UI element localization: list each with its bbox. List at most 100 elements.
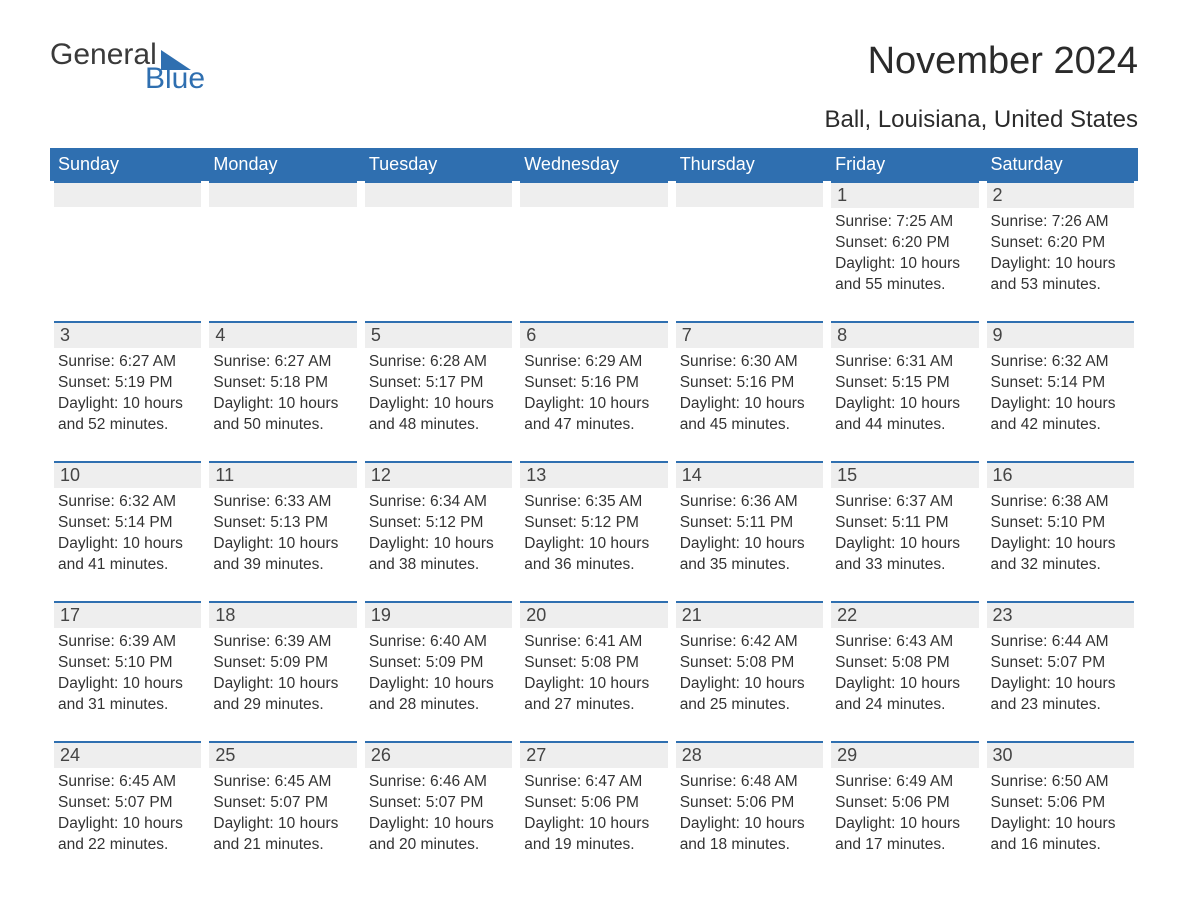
sunset-line: Sunset: 5:08 PM bbox=[524, 653, 663, 674]
day-info: Sunrise: 7:26 AMSunset: 6:20 PMDaylight:… bbox=[987, 212, 1134, 296]
calendar-day: 26Sunrise: 6:46 AMSunset: 5:07 PMDayligh… bbox=[361, 741, 516, 881]
daylight-line: Daylight: 10 hours and 21 minutes. bbox=[213, 814, 352, 856]
daylight-line: Daylight: 10 hours and 44 minutes. bbox=[835, 394, 974, 436]
sunset-line: Sunset: 5:07 PM bbox=[58, 793, 197, 814]
day-number: 28 bbox=[676, 741, 823, 768]
day-number: 5 bbox=[365, 321, 512, 348]
day-number: 1 bbox=[831, 181, 978, 208]
daylight-line: Daylight: 10 hours and 18 minutes. bbox=[680, 814, 819, 856]
sunrise-line: Sunrise: 6:27 AM bbox=[58, 352, 197, 373]
calendar-week: 1 Sunrise: 7:25 AMSunset: 6:20 PM Daylight… bbox=[50, 181, 1138, 321]
day-number: 3 bbox=[54, 321, 201, 348]
calendar-empty bbox=[50, 181, 205, 321]
empty-day-bar bbox=[520, 181, 667, 207]
sunset-line: Sunset: 5:06 PM bbox=[524, 793, 663, 814]
empty-day-bar bbox=[365, 181, 512, 207]
sunrise-line: Sunrise: 7:25 AM bbox=[835, 212, 974, 233]
calendar-empty bbox=[205, 181, 360, 321]
sunrise-line: Sunrise: 6:42 AM bbox=[680, 632, 819, 653]
sunset-line: Sunset: 5:18 PM bbox=[213, 373, 352, 394]
weekday-header: Wednesday bbox=[516, 148, 671, 181]
calendar-day: 9Sunrise: 6:32 AMSunset: 5:14 PMDaylight… bbox=[983, 321, 1138, 461]
calendar-table: SundayMondayTuesdayWednesdayThursdayFrid… bbox=[50, 148, 1138, 881]
day-info: Sunrise: 6:36 AMSunset: 5:11 PMDaylight:… bbox=[676, 492, 823, 576]
day-number: 22 bbox=[831, 601, 978, 628]
day-info: Sunrise: 6:27 AMSunset: 5:18 PMDaylight:… bbox=[209, 352, 356, 436]
day-number: 25 bbox=[209, 741, 356, 768]
daylight-line: Daylight: 10 hours and 41 minutes. bbox=[58, 534, 197, 576]
day-number: 13 bbox=[520, 461, 667, 488]
logo-word-1: General bbox=[50, 40, 157, 70]
sunrise-line: Sunrise: 6:29 AM bbox=[524, 352, 663, 373]
day-number: 18 bbox=[209, 601, 356, 628]
day-number: 10 bbox=[54, 461, 201, 488]
day-info: Sunrise: 6:28 AMSunset: 5:17 PMDaylight:… bbox=[365, 352, 512, 436]
calendar-day: 25Sunrise: 6:45 AMSunset: 5:07 PMDayligh… bbox=[205, 741, 360, 881]
weekday-header: Tuesday bbox=[361, 148, 516, 181]
day-number: 16 bbox=[987, 461, 1134, 488]
sunrise-line: Sunrise: 6:41 AM bbox=[524, 632, 663, 653]
calendar-empty bbox=[516, 181, 671, 321]
calendar-day: 7Sunrise: 6:30 AMSunset: 5:16 PMDaylight… bbox=[672, 321, 827, 461]
calendar-week: 10 Sunrise: 6:32 AMSunset: 5:14 PMDayligh… bbox=[50, 461, 1138, 601]
sunrise-line: Sunrise: 6:37 AM bbox=[835, 492, 974, 513]
sunrise-line: Sunrise: 6:45 AM bbox=[58, 772, 197, 793]
sunset-line: Sunset: 5:10 PM bbox=[58, 653, 197, 674]
day-number: 24 bbox=[54, 741, 201, 768]
calendar-day: 11Sunrise: 6:33 AMSunset: 5:13 PMDayligh… bbox=[205, 461, 360, 601]
day-info: Sunrise: 6:33 AMSunset: 5:13 PMDaylight:… bbox=[209, 492, 356, 576]
day-number: 27 bbox=[520, 741, 667, 768]
calendar-day: 13Sunrise: 6:35 AMSunset: 5:12 PMDayligh… bbox=[516, 461, 671, 601]
daylight-line: Daylight: 10 hours and 53 minutes. bbox=[991, 254, 1130, 296]
sunrise-line: Sunrise: 6:43 AM bbox=[835, 632, 974, 653]
calendar-day: 17Sunrise: 6:39 AMSunset: 5:10 PMDayligh… bbox=[50, 601, 205, 741]
sunrise-line: Sunrise: 6:33 AM bbox=[213, 492, 352, 513]
daylight-line: Daylight: 10 hours and 23 minutes. bbox=[991, 674, 1130, 716]
logo: General Blue bbox=[50, 40, 205, 94]
sunset-line: Sunset: 5:14 PM bbox=[991, 373, 1130, 394]
empty-day-bar bbox=[54, 181, 201, 207]
sunrise-line: Sunrise: 6:32 AM bbox=[58, 492, 197, 513]
sunset-line: Sunset: 5:11 PM bbox=[835, 513, 974, 534]
daylight-line: Daylight: 10 hours and 39 minutes. bbox=[213, 534, 352, 576]
day-info: Sunrise: 6:45 AMSunset: 5:07 PMDaylight:… bbox=[54, 772, 201, 856]
weekday-header: Saturday bbox=[983, 148, 1138, 181]
day-number: 23 bbox=[987, 601, 1134, 628]
daylight-line: Daylight: 10 hours and 29 minutes. bbox=[213, 674, 352, 716]
sunrise-line: Sunrise: 6:45 AM bbox=[213, 772, 352, 793]
sunrise-line: Sunrise: 6:34 AM bbox=[369, 492, 508, 513]
sunrise-line: Sunrise: 6:39 AM bbox=[213, 632, 352, 653]
sunset-line: Sunset: 6:20 PM bbox=[835, 233, 974, 254]
sunrise-line: Sunrise: 6:44 AM bbox=[991, 632, 1130, 653]
day-number: 15 bbox=[831, 461, 978, 488]
calendar-day: 4Sunrise: 6:27 AMSunset: 5:18 PMDaylight… bbox=[205, 321, 360, 461]
daylight-line: Daylight: 10 hours and 16 minutes. bbox=[991, 814, 1130, 856]
daylight-line: Daylight: 10 hours and 32 minutes. bbox=[991, 534, 1130, 576]
empty-day-bar bbox=[676, 181, 823, 207]
calendar-day: 1Sunrise: 7:25 AMSunset: 6:20 PMDaylight… bbox=[827, 181, 982, 321]
day-info: Sunrise: 6:47 AMSunset: 5:06 PMDaylight:… bbox=[520, 772, 667, 856]
day-info: Sunrise: 6:32 AMSunset: 5:14 PMDaylight:… bbox=[54, 492, 201, 576]
weekday-header: Friday bbox=[827, 148, 982, 181]
sunrise-line: Sunrise: 6:47 AM bbox=[524, 772, 663, 793]
day-info: Sunrise: 6:34 AMSunset: 5:12 PMDaylight:… bbox=[365, 492, 512, 576]
daylight-line: Daylight: 10 hours and 48 minutes. bbox=[369, 394, 508, 436]
day-info: Sunrise: 6:39 AMSunset: 5:09 PMDaylight:… bbox=[209, 632, 356, 716]
calendar-week: 24Sunrise: 6:45 AMSunset: 5:07 PMDayligh… bbox=[50, 741, 1138, 881]
sunset-line: Sunset: 5:17 PM bbox=[369, 373, 508, 394]
day-number: 29 bbox=[831, 741, 978, 768]
day-info: Sunrise: 6:50 AMSunset: 5:06 PMDaylight:… bbox=[987, 772, 1134, 856]
day-info: Sunrise: 6:31 AMSunset: 5:15 PMDaylight:… bbox=[831, 352, 978, 436]
day-info: Sunrise: 6:29 AMSunset: 5:16 PMDaylight:… bbox=[520, 352, 667, 436]
calendar-day: 5 Sunrise: 6:28 AMSunset: 5:17 PMDaylight… bbox=[361, 321, 516, 461]
sunrise-line: Sunrise: 6:31 AM bbox=[835, 352, 974, 373]
daylight-line: Daylight: 10 hours and 42 minutes. bbox=[991, 394, 1130, 436]
calendar-day: 18 Sunrise: 6:39 AMSunset: 5:09 PMDayligh… bbox=[205, 601, 360, 741]
location: Ball, Louisiana, United States bbox=[50, 106, 1138, 134]
calendar-empty bbox=[361, 181, 516, 321]
weekday-header: Sunday bbox=[50, 148, 205, 181]
daylight-line: Daylight: 10 hours and 19 minutes. bbox=[524, 814, 663, 856]
sunrise-line: Sunrise: 6:32 AM bbox=[991, 352, 1130, 373]
calendar-header: SundayMondayTuesdayWednesdayThursdayFrid… bbox=[50, 148, 1138, 181]
calendar-day: 28Sunrise: 6:48 AMSunset: 5:06 PMDayligh… bbox=[672, 741, 827, 881]
